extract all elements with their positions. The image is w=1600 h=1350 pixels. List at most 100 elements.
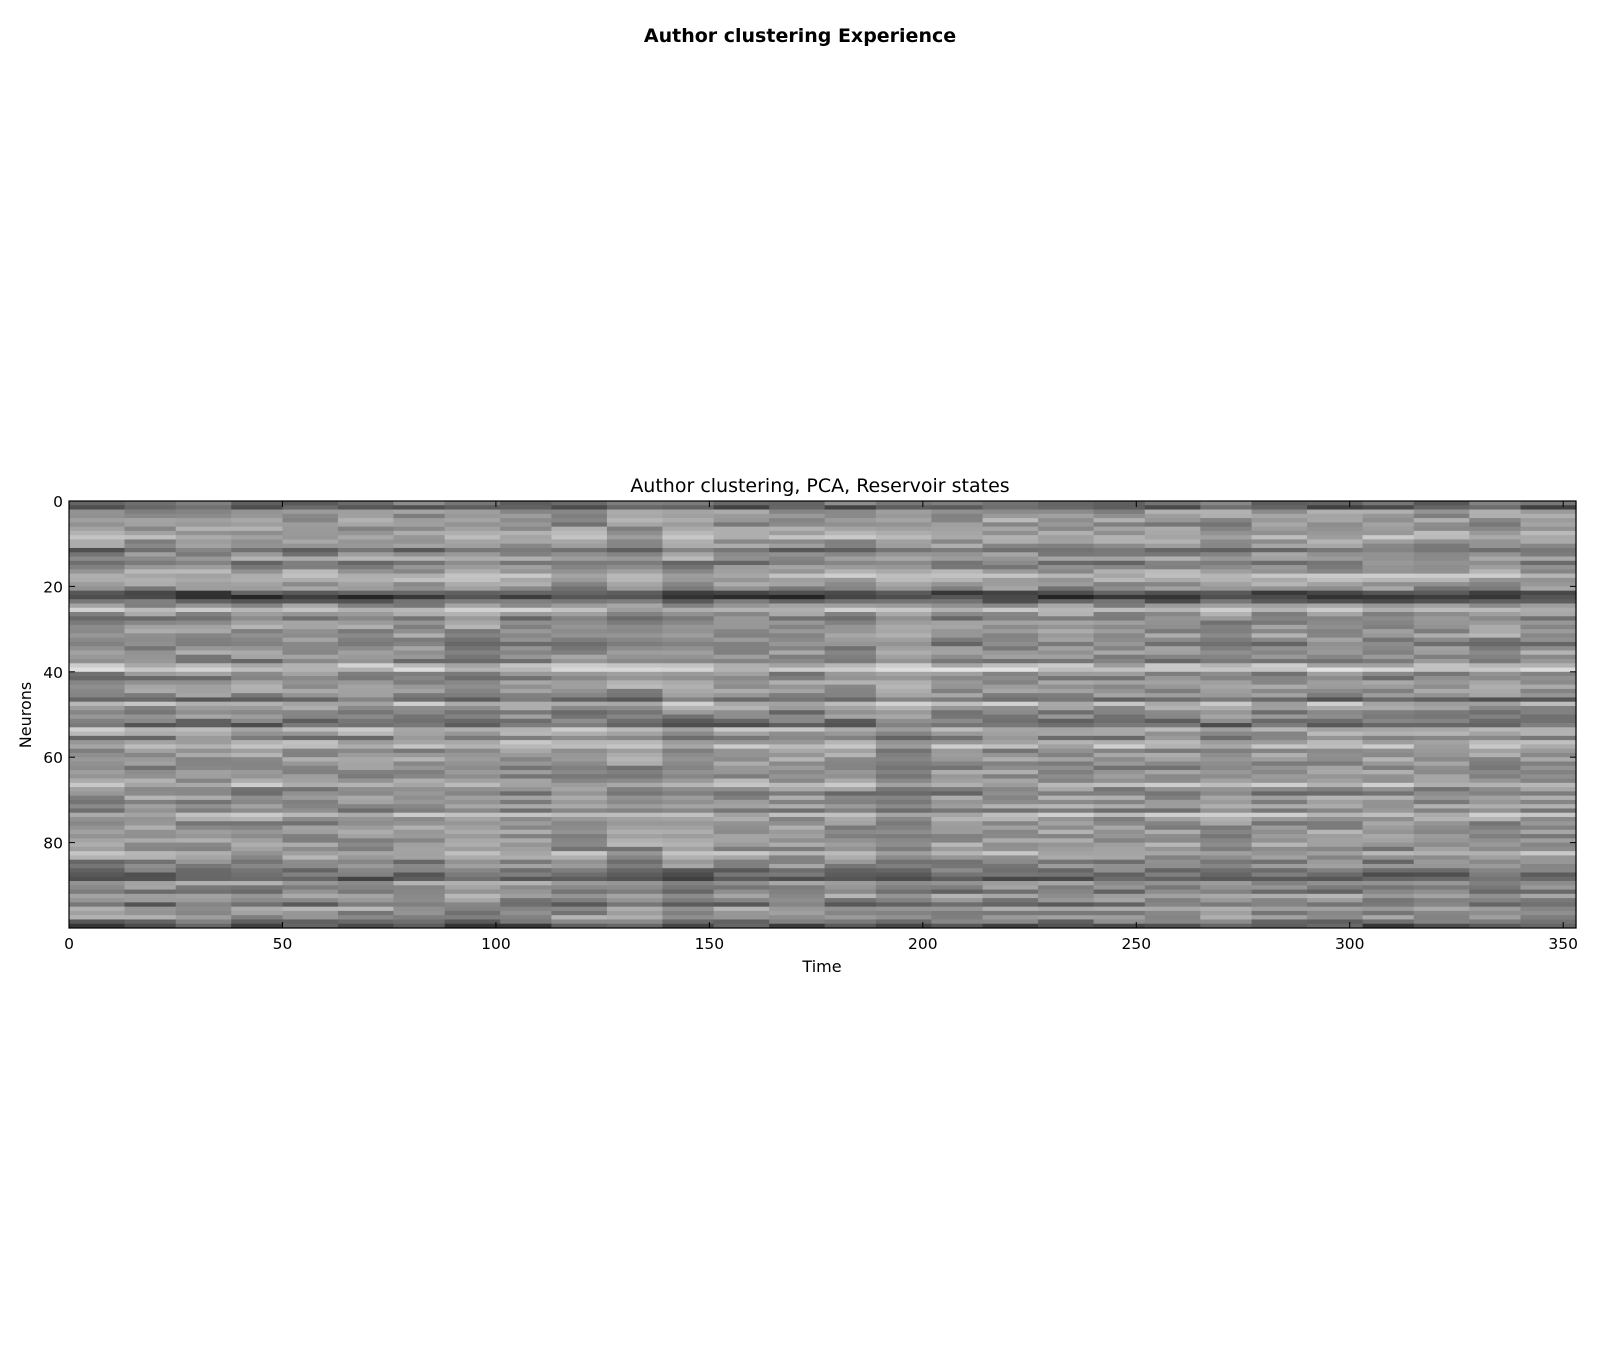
- heatmap-cell: [1362, 603, 1415, 609]
- heatmap-cell: [124, 543, 177, 549]
- heatmap-cell: [337, 641, 395, 647]
- heatmap-cell: [1413, 658, 1470, 664]
- heatmap-cell: [444, 774, 501, 779]
- heatmap-cell: [124, 876, 177, 882]
- heatmap-cell: [1144, 846, 1201, 852]
- heatmap-cell: [231, 855, 284, 861]
- heatmap-cell: [875, 697, 932, 703]
- heatmap-cell: [231, 881, 284, 886]
- heatmap-cell: [337, 556, 395, 562]
- heatmap-cell: [713, 846, 770, 852]
- heatmap-cell: [1362, 663, 1415, 668]
- heatmap-cell: [875, 509, 932, 515]
- heatmap-cell: [931, 898, 984, 903]
- heatmap-cell: [1469, 599, 1522, 604]
- heatmap-cell: [393, 851, 446, 856]
- heatmap-cell: [662, 667, 715, 673]
- heatmap-cell: [1307, 641, 1364, 647]
- heatmap-cell: [500, 855, 553, 861]
- heatmap-cell: [1093, 919, 1146, 925]
- heatmap-cell: [231, 889, 284, 895]
- heatmap-cell: [124, 573, 177, 579]
- heatmap-cell: [1093, 543, 1146, 549]
- heatmap-cell: [982, 906, 1039, 912]
- heatmap-cell: [1362, 838, 1415, 843]
- heatmap-cell: [1413, 821, 1470, 826]
- heatmap-cell: [1200, 723, 1253, 728]
- heatmap-cell: [282, 829, 339, 835]
- heatmap-cell: [124, 744, 177, 750]
- heatmap-cell: [1200, 671, 1253, 677]
- heatmap-cell: [337, 876, 395, 882]
- heatmap-cell: [393, 676, 446, 681]
- heatmap-cell: [875, 526, 932, 532]
- heatmap-cell: [444, 778, 501, 784]
- heatmap-cell: [231, 842, 284, 848]
- heatmap-cell: [444, 816, 501, 822]
- heatmap-cell: [124, 641, 177, 647]
- heatmap-cell: [337, 629, 395, 634]
- heatmap-cell: [1413, 530, 1470, 536]
- heatmap-cell: [337, 714, 395, 720]
- heatmap-cell: [1362, 513, 1415, 519]
- x-axis: 0 50 100 150 200 250 300 350: [64, 501, 1578, 953]
- heatmap-cell: [1251, 654, 1308, 660]
- heatmap-cell: [1413, 518, 1470, 523]
- heatmap-cell: [444, 752, 501, 758]
- heatmap-cell: [175, 680, 232, 686]
- heatmap-cell: [124, 851, 177, 856]
- heatmap-cell: [1038, 522, 1095, 528]
- heatmap-cell: [500, 799, 553, 805]
- heatmap-cell: [337, 603, 395, 609]
- heatmap-cell: [606, 765, 664, 771]
- heatmap-cell: [1520, 846, 1577, 852]
- heatmap-cell: [713, 629, 770, 634]
- heatmap-cell: [1520, 680, 1577, 686]
- heatmap-cell: [1093, 808, 1146, 814]
- heatmap-cell: [1520, 855, 1577, 861]
- heatmap-cell: [337, 919, 395, 925]
- heatmap-cell: [606, 633, 664, 639]
- heatmap-cell: [1362, 539, 1415, 545]
- heatmap-cell: [931, 522, 984, 528]
- heatmap-cell: [769, 624, 826, 630]
- heatmap-cell: [175, 855, 232, 861]
- heatmap-cell: [282, 513, 339, 519]
- heatmap-cell: [1038, 855, 1095, 861]
- heatmap-cell: [393, 539, 446, 545]
- heatmap-cell: [551, 539, 608, 545]
- heatmap-cell: [1469, 629, 1522, 634]
- heatmap-cell: [713, 923, 770, 929]
- heatmap-cell: [175, 906, 232, 912]
- heatmap-cell: [444, 714, 501, 720]
- heatmap-cell: [662, 518, 715, 523]
- heatmap-cell: [282, 629, 339, 634]
- heatmap-cell: [175, 607, 232, 613]
- heatmap-cell: [1469, 851, 1522, 856]
- heatmap-cell: [1362, 744, 1415, 750]
- heatmap-cell: [1520, 838, 1577, 843]
- heatmap-cell: [1251, 808, 1308, 814]
- heatmap-cell: [282, 569, 339, 574]
- heatmap-cell: [1520, 641, 1577, 647]
- heatmap-cell: [662, 688, 715, 694]
- heatmap-cell: [606, 757, 664, 762]
- heatmap-cell: [1520, 778, 1577, 784]
- heatmap-cell: [551, 774, 608, 779]
- heatmap-cell: [1413, 688, 1470, 694]
- heatmap-cell: [1038, 906, 1095, 912]
- heatmap-cell: [1362, 654, 1415, 660]
- heatmap-cell: [1144, 688, 1201, 694]
- heatmap-cell: [662, 915, 715, 920]
- heatmap-cell: [1307, 667, 1364, 673]
- heatmap-cell: [1362, 560, 1415, 566]
- heatmap-cell: [713, 902, 770, 908]
- heatmap-cell: [444, 680, 501, 686]
- heatmap-cell: [282, 761, 339, 767]
- heatmap-cell: [175, 727, 232, 732]
- heatmap-cell: [1307, 885, 1364, 890]
- heatmap-cell: [1200, 633, 1253, 639]
- heatmap-cell: [606, 641, 664, 647]
- heatmap-cell: [124, 620, 177, 626]
- heatmap-cell: [500, 842, 553, 848]
